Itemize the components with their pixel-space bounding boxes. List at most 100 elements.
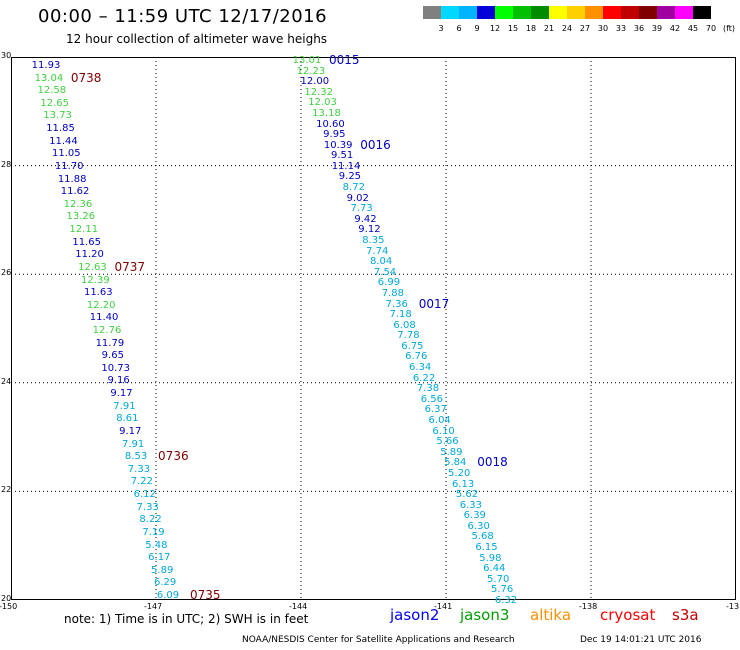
wave-height-value: 12.23	[296, 65, 326, 77]
wave-height-value: 13.73	[43, 110, 72, 122]
wave-height-value: 12.39	[81, 274, 110, 286]
wave-height-value: 7.74	[366, 245, 389, 257]
wave-height-value: 10.39	[323, 139, 353, 151]
wave-height-value: 6.56	[420, 393, 443, 405]
wave-height-value: 8.53	[124, 451, 148, 463]
wave-height-value: 7.88	[381, 287, 404, 299]
wave-height-value: 8.61	[116, 413, 139, 425]
wave-height-value: 11.20	[75, 249, 104, 261]
satellite-name: jason2	[390, 606, 440, 624]
time-label: 0736	[158, 449, 189, 464]
legend-label: 12	[489, 24, 501, 33]
wave-height-value: 7.33	[136, 501, 159, 513]
legend-swatch	[549, 6, 567, 19]
wave-height-value: 6.37	[424, 404, 447, 416]
wave-height-value: 6.32	[494, 595, 518, 606]
credit-text: NOAA/NESDIS Center for Satellite Applica…	[242, 635, 515, 645]
wave-height-value: 12.63	[78, 261, 107, 273]
legend-label: 3	[438, 24, 444, 33]
wave-height-value: 6.30	[467, 520, 490, 532]
legend-label: 30	[597, 24, 609, 33]
legend-label: 9	[474, 24, 480, 33]
wave-height-value: 5.89	[151, 564, 174, 576]
wave-height-value: 6.33	[459, 499, 483, 511]
wave-height-value: 6.34	[409, 362, 432, 374]
wave-height-value: 9.42	[354, 213, 377, 225]
wave-height-value: 7.91	[122, 438, 145, 450]
timestamp-text: Dec 19 14:01:21 UTC 2016	[580, 635, 702, 645]
wave-height-value: 12.00	[300, 76, 330, 88]
legend-label: 33	[615, 24, 627, 33]
wave-height-value: 5.84	[444, 457, 467, 469]
lat-tick-label: 28	[1, 159, 12, 169]
legend-swatch	[423, 6, 441, 19]
wave-height-value: 8.72	[342, 182, 365, 194]
lon-tick-label: -144	[289, 602, 308, 611]
legend-swatch	[693, 6, 711, 19]
wave-height-value: 6.09	[156, 590, 180, 601]
lon-tick-label: -13	[726, 602, 740, 611]
wave-height-value: 5.70	[487, 573, 510, 585]
satellite-name: jason3	[460, 606, 510, 624]
legend-label: 45	[687, 24, 699, 33]
wave-height-value: 11.63	[83, 287, 113, 299]
wave-height-value: 8.04	[369, 256, 393, 268]
satellite-name: s3a	[672, 606, 699, 624]
wave-height-value: 7.73	[350, 203, 373, 215]
wave-height-value: 7.78	[397, 330, 420, 342]
wave-height-value: 9.95	[323, 129, 346, 141]
wave-height-value: 6.76	[405, 351, 428, 363]
legend-label: 6	[456, 24, 462, 33]
wave-height-value: 11.14	[331, 160, 361, 172]
lat-tick-label: 26	[1, 268, 12, 278]
legend-swatch	[513, 6, 531, 19]
wave-height-value: 13.04	[34, 72, 64, 84]
wave-height-value: 6.10	[432, 425, 455, 437]
wave-height-value: 7.33	[127, 463, 151, 475]
legend-label: 24	[561, 24, 573, 33]
legend-label: 36	[633, 24, 645, 33]
wave-height-value: 11.44	[49, 135, 78, 147]
legend-swatch	[441, 6, 459, 19]
lat-tick-label: 20	[1, 594, 12, 603]
lat-tick-label: 24	[1, 376, 12, 386]
wave-height-value: 11.40	[89, 312, 119, 324]
wave-height-value: 6.29	[153, 577, 177, 589]
wave-height-value: 7.36	[385, 298, 408, 310]
wave-height-value: 10.73	[101, 362, 131, 374]
wave-height-value: 12.32	[304, 86, 334, 98]
legend-label: 18	[525, 24, 537, 33]
wave-height-value: 11.93	[31, 60, 61, 71]
satellite-name: cryosat	[600, 606, 656, 624]
wave-height-value: 11.79	[95, 337, 125, 349]
legend-swatch	[477, 6, 495, 19]
page-subtitle: 12 hour collection of altimeter wave hei…	[66, 32, 328, 46]
wave-height-value: 6.75	[401, 340, 424, 352]
wave-height-value: 9.25	[338, 171, 362, 183]
wave-height-value: 13.26	[66, 211, 96, 223]
wave-height-value: 7.38	[416, 383, 440, 395]
wave-height-value: 6.13	[451, 478, 475, 490]
wave-height-value: 12.11	[69, 224, 99, 236]
wave-height-value: 6.39	[463, 510, 486, 522]
legend-label: 70	[705, 24, 717, 33]
wave-height-value: 11.70	[54, 160, 84, 172]
satellite-name: altika	[530, 606, 572, 624]
legend-swatch	[621, 6, 639, 19]
wave-height-value: 5.62	[455, 489, 479, 501]
lat-tick-label: 30	[1, 51, 12, 60]
wave-height-value: 6.12	[133, 489, 156, 501]
wave-height-value: 5.68	[471, 531, 494, 543]
wave-height-value: 5.20	[448, 467, 471, 479]
pass-number-label: 0018	[477, 455, 508, 470]
wave-height-value: 5.89	[440, 446, 463, 458]
pass-number-label: 0017	[418, 296, 450, 311]
legend-swatch	[495, 6, 513, 19]
lon-tick-label: -150	[0, 602, 18, 611]
wave-height-value: 8.22	[139, 514, 162, 526]
wave-height-value: 11.88	[57, 173, 87, 185]
wave-height-value: 5.48	[145, 539, 168, 551]
wave-height-value: 13.01	[292, 55, 322, 66]
wave-height-value: 9.02	[346, 192, 369, 204]
wave-height-value: 7.91	[113, 400, 136, 412]
